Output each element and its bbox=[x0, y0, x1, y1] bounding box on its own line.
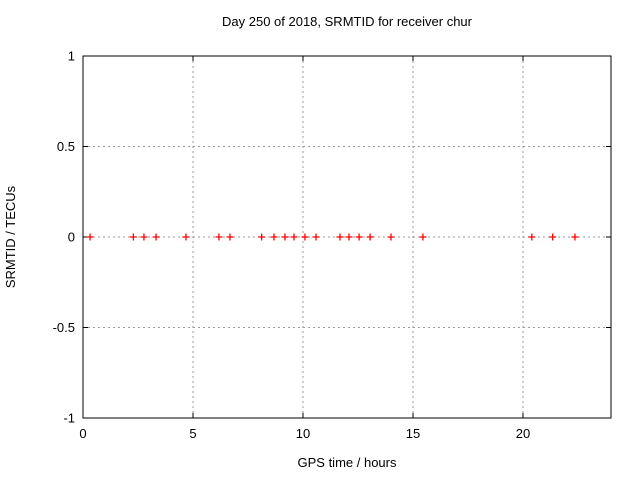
data-point bbox=[549, 233, 557, 241]
data-point bbox=[140, 233, 148, 241]
x-tick-label: 10 bbox=[296, 426, 310, 441]
data-point bbox=[419, 233, 427, 241]
data-point bbox=[182, 233, 190, 241]
data-point bbox=[528, 233, 536, 241]
data-point bbox=[226, 233, 234, 241]
y-tick-label: 0 bbox=[68, 230, 75, 245]
x-tick-label: 20 bbox=[516, 426, 530, 441]
data-point bbox=[571, 233, 579, 241]
x-axis-label: GPS time / hours bbox=[297, 455, 397, 470]
y-tick-label: 1 bbox=[68, 49, 75, 64]
data-point bbox=[387, 233, 395, 241]
x-tick-label: 0 bbox=[79, 426, 86, 441]
data-point bbox=[301, 233, 309, 241]
data-point bbox=[290, 233, 298, 241]
data-point bbox=[355, 233, 363, 241]
data-point bbox=[152, 233, 160, 241]
data-point bbox=[281, 233, 289, 241]
data-point bbox=[129, 233, 137, 241]
data-point bbox=[336, 233, 344, 241]
chart-title: Day 250 of 2018, SRMTID for receiver chu… bbox=[222, 14, 472, 29]
data-point bbox=[86, 233, 94, 241]
y-tick-label: -0.5 bbox=[53, 320, 75, 335]
data-point bbox=[312, 233, 320, 241]
data-point bbox=[270, 233, 278, 241]
data-point bbox=[258, 233, 266, 241]
data-point bbox=[366, 233, 374, 241]
data-point bbox=[215, 233, 223, 241]
y-tick-label: -1 bbox=[63, 411, 75, 426]
y-tick-label: 0.5 bbox=[57, 139, 75, 154]
x-tick-label: 15 bbox=[406, 426, 420, 441]
x-tick-label: 5 bbox=[189, 426, 196, 441]
data-point bbox=[345, 233, 353, 241]
